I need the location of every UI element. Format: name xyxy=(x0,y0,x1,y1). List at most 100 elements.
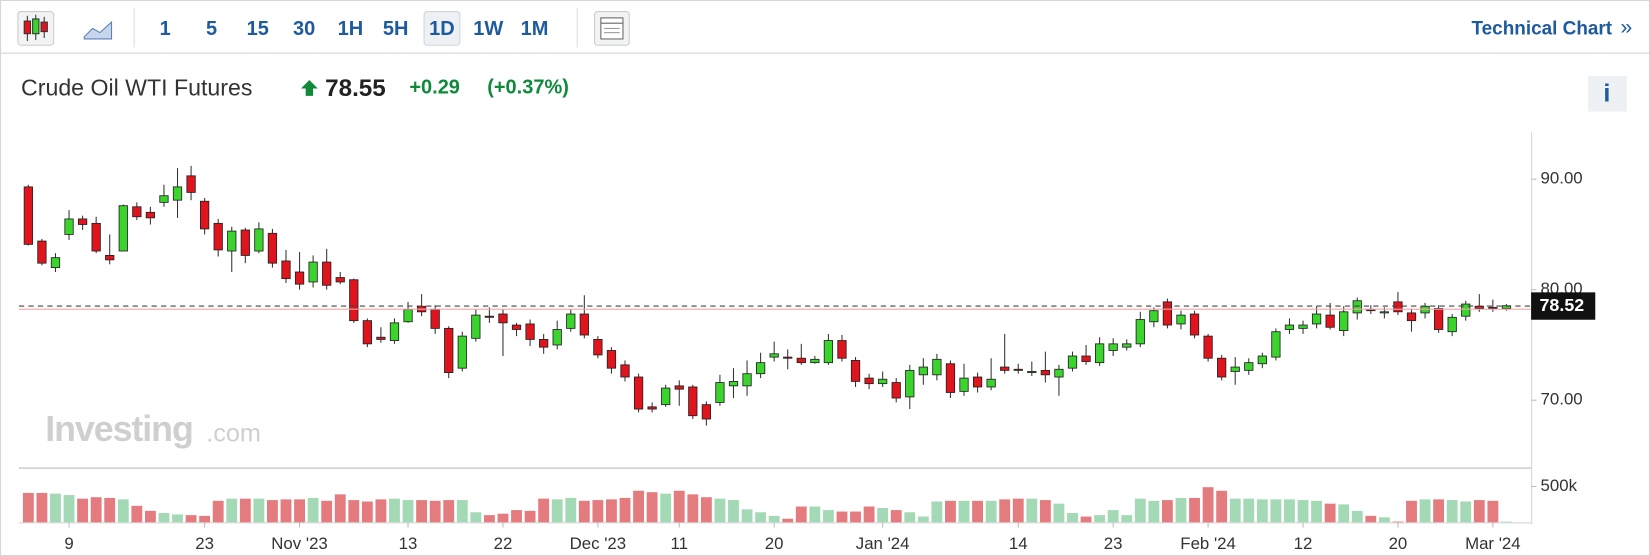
volume-bar xyxy=(429,500,441,523)
info-button-bg[interactable] xyxy=(1587,75,1627,112)
info-icon[interactable]: i xyxy=(1603,79,1610,107)
volume-bar xyxy=(1012,498,1024,523)
active-interval-bg xyxy=(423,11,461,46)
volume-bar xyxy=(904,512,916,523)
area-icon-button[interactable] xyxy=(83,20,113,40)
volume-bar xyxy=(1026,498,1038,523)
interval-button[interactable]: 1D xyxy=(429,18,455,40)
candle-body xyxy=(1189,313,1200,336)
technical-chart-link[interactable]: Technical Chart xyxy=(1471,18,1612,39)
interval-button[interactable]: 15 xyxy=(247,18,269,40)
candle-body xyxy=(1081,355,1091,362)
volume-bar xyxy=(1148,500,1160,523)
candle-body xyxy=(91,222,101,252)
volume-bar xyxy=(1256,499,1268,523)
candle-body xyxy=(335,277,345,283)
candle-body xyxy=(105,255,115,261)
candle-body xyxy=(64,218,74,235)
candle-body xyxy=(579,313,589,336)
candle-body xyxy=(661,387,671,406)
candle-body xyxy=(755,362,766,375)
price-change-percent: (+0.37%) xyxy=(487,77,569,99)
candle-body xyxy=(878,378,888,385)
candle-body xyxy=(674,385,684,390)
candle-body xyxy=(322,261,332,286)
y-tick-label: 70.00 xyxy=(1541,390,1583,409)
x-tick-label: Feb '24 xyxy=(1180,534,1236,553)
interval-button[interactable]: 30 xyxy=(293,18,315,40)
volume-bar xyxy=(90,497,102,523)
candle-body xyxy=(1311,313,1322,325)
candle-body xyxy=(1122,343,1132,348)
candle-body xyxy=(118,205,128,252)
candle-body xyxy=(566,313,576,329)
candle-body xyxy=(593,339,603,356)
candle-icon-button[interactable] xyxy=(17,11,55,46)
volume-bar xyxy=(348,500,360,523)
interval-button[interactable]: 5H xyxy=(383,18,409,40)
x-tick-label: Dec '23 xyxy=(570,534,627,553)
watermark-suffix: .com xyxy=(206,420,261,448)
volume-bar xyxy=(673,490,685,523)
candle-body xyxy=(1244,362,1254,371)
link-chevron[interactable]: » xyxy=(1621,16,1633,39)
candle-body xyxy=(471,314,481,339)
volume-bar xyxy=(850,511,861,523)
interval-button[interactable]: 1M xyxy=(521,18,549,40)
volume-bar xyxy=(795,506,807,523)
x-tick-label: 23 xyxy=(195,534,214,553)
watermark-brand: Investing xyxy=(45,409,193,449)
volume-bar xyxy=(890,510,902,523)
candle-body xyxy=(1379,311,1390,314)
volume-bar xyxy=(1053,503,1065,523)
volume-bar xyxy=(511,510,522,523)
volume-bar xyxy=(1134,498,1146,523)
candle-body xyxy=(810,358,820,364)
volume-bar xyxy=(1121,515,1133,523)
volume-bar xyxy=(741,509,753,523)
volume-bar xyxy=(22,492,34,523)
interval-button[interactable]: 5 xyxy=(206,18,217,40)
candle-body xyxy=(715,382,725,403)
candle-body xyxy=(986,378,996,388)
volume-bar xyxy=(131,505,143,523)
x-tick-label: 13 xyxy=(399,534,418,553)
layout-button[interactable] xyxy=(594,11,630,46)
candle-body xyxy=(37,240,47,264)
candle-body xyxy=(349,279,359,322)
candle-body xyxy=(132,206,142,218)
volume-bar xyxy=(687,494,699,523)
volume-bar xyxy=(389,498,400,523)
candle-body xyxy=(945,363,956,393)
volume-bar xyxy=(50,493,61,523)
x-tick-label: 12 xyxy=(1294,534,1313,553)
interval-button[interactable]: 1H xyxy=(338,18,364,40)
candle-body xyxy=(688,386,698,417)
candle-body xyxy=(1352,300,1362,314)
candle-body xyxy=(552,329,562,346)
volume-bar xyxy=(660,493,672,523)
candle-body xyxy=(1203,335,1213,359)
candle-body xyxy=(403,309,413,323)
volume-bar xyxy=(619,497,631,523)
x-tick-label: 20 xyxy=(765,534,784,553)
volume-bar xyxy=(592,500,604,523)
candle-body xyxy=(77,218,88,225)
volume-bar xyxy=(538,498,550,523)
volume-bar xyxy=(1338,504,1350,523)
volume-bar xyxy=(1460,501,1472,523)
candle-body xyxy=(728,381,739,387)
x-tick-label: 20 xyxy=(1389,534,1408,553)
volume-bar xyxy=(1080,516,1092,523)
interval-button[interactable]: 1 xyxy=(160,18,171,40)
candle-body xyxy=(1366,309,1376,312)
interval-button[interactable]: 1W xyxy=(473,18,503,40)
volume-bar xyxy=(402,500,414,523)
candle-body xyxy=(1271,331,1281,358)
volume-bar xyxy=(728,500,739,523)
volume-bar xyxy=(63,495,75,523)
volume-bar xyxy=(1067,512,1078,523)
candle-body xyxy=(972,376,983,388)
candle-body xyxy=(498,313,508,324)
